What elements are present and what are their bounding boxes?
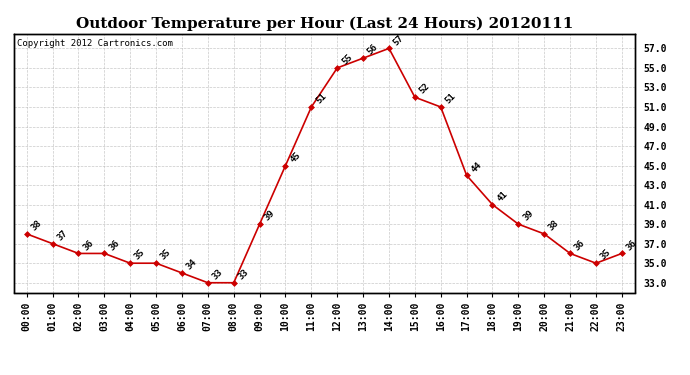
Title: Outdoor Temperature per Hour (Last 24 Hours) 20120111: Outdoor Temperature per Hour (Last 24 Ho…: [76, 17, 573, 31]
Text: 41: 41: [495, 189, 509, 203]
Text: 37: 37: [55, 228, 70, 242]
Text: 36: 36: [573, 238, 587, 252]
Text: 51: 51: [314, 92, 328, 106]
Text: 44: 44: [469, 160, 484, 174]
Text: 45: 45: [288, 150, 302, 164]
Text: 34: 34: [185, 258, 199, 272]
Text: 55: 55: [340, 53, 354, 66]
Text: 51: 51: [444, 92, 457, 106]
Text: Copyright 2012 Cartronics.com: Copyright 2012 Cartronics.com: [17, 39, 172, 48]
Text: 56: 56: [366, 43, 380, 57]
Text: 38: 38: [547, 219, 561, 232]
Text: 36: 36: [107, 238, 121, 252]
Text: 33: 33: [237, 267, 250, 281]
Text: 39: 39: [521, 209, 535, 223]
Text: 36: 36: [624, 238, 639, 252]
Text: 39: 39: [262, 209, 277, 223]
Text: 52: 52: [417, 82, 432, 96]
Text: 35: 35: [133, 248, 147, 262]
Text: 35: 35: [599, 248, 613, 262]
Text: 33: 33: [210, 267, 225, 281]
Text: 35: 35: [159, 248, 173, 262]
Text: 36: 36: [81, 238, 95, 252]
Text: 57: 57: [392, 33, 406, 47]
Text: 38: 38: [30, 219, 43, 232]
